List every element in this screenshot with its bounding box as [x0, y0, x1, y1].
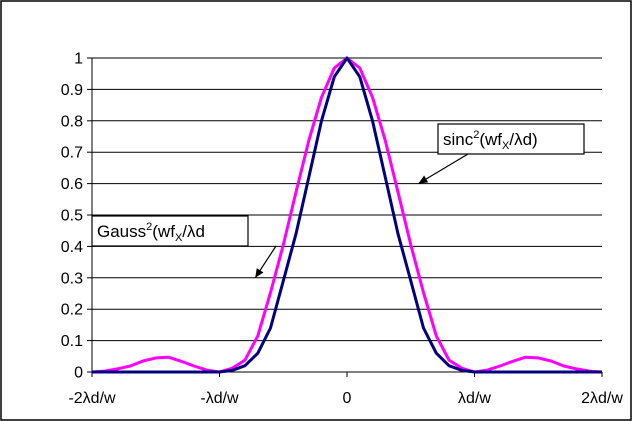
y-tick-label: 0.9	[61, 82, 83, 99]
y-tick-label: 0.2	[61, 302, 83, 319]
x-tick-label: -λd/w	[200, 390, 239, 407]
x-tick-label: 0	[343, 390, 352, 407]
series-line-2	[92, 56, 602, 374]
x-tick-label: λd/w	[458, 390, 491, 407]
y-tick-label: 0.1	[61, 333, 83, 350]
y-tick-label: 0	[74, 365, 83, 382]
annotation-label: Gauss2(wfX/λd	[97, 221, 205, 244]
tick-labels: 0 0.1 0.2 0.3 0.4 0.5 0.6 0.7 0.8 0.9 1 -2λd/w -λd/w…	[61, 51, 624, 408]
y-tick-label: 0.6	[61, 176, 83, 193]
annotation-2: Gauss2(wfX/λd	[91, 215, 277, 279]
y-tick-label: 0.7	[61, 145, 83, 162]
annotation-1: sinc2(wfX/λd)	[418, 123, 585, 185]
y-tick-label: 0.3	[61, 270, 83, 287]
y-tick-label: 0.4	[61, 239, 83, 256]
x-tick-label: 2λd/w	[581, 390, 623, 407]
annotations: sinc2(wfX/λd) Gauss2(wfX/λd	[91, 123, 585, 279]
y-tick-label: 0.5	[61, 208, 83, 225]
y-tick-label: 1	[74, 51, 83, 68]
annotation-arrowhead	[418, 175, 429, 184]
series-lines	[91, 56, 603, 374]
annotation-label: sinc2(wfX/λd)	[443, 129, 538, 152]
annotation-box	[437, 123, 585, 155]
x-tick-label: -2λd/w	[68, 390, 116, 407]
y-tick-label: 0.8	[61, 113, 83, 130]
annotation-arrow-line	[418, 153, 469, 185]
annotation-box	[91, 215, 249, 247]
annotation-arrowhead	[255, 268, 264, 278]
